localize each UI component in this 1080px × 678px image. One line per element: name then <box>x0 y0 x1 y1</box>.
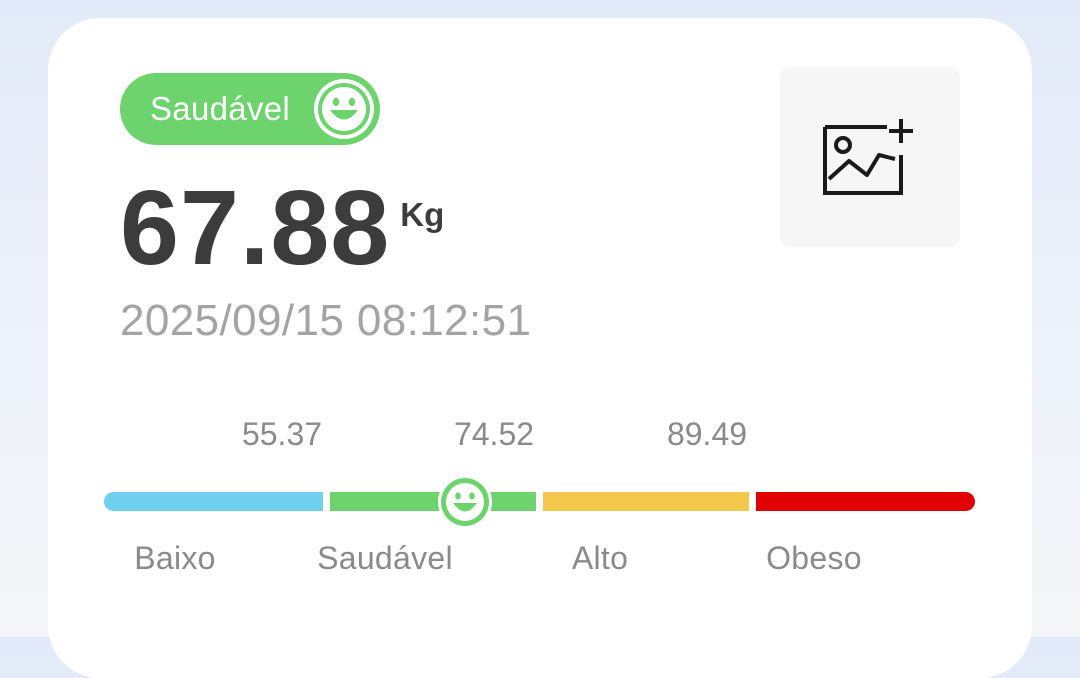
threshold-low-healthy: 55.37 <box>241 416 323 452</box>
category-label-baixo: Baixo <box>134 540 216 576</box>
threshold-healthy-high: 74.52 <box>453 416 535 452</box>
weight-card: Saudável 67.88 Kg 2025/09/15 08:12:51 55.… <box>48 18 1032 678</box>
category-label-alto: Alto <box>571 540 629 576</box>
scale-segment-baixo <box>104 492 323 511</box>
smiley-face-icon <box>314 79 374 139</box>
measurement-timestamp: 2025/09/15 08:12:51 <box>120 296 532 345</box>
add-image-icon <box>823 119 913 195</box>
status-badge: Saudável <box>120 73 380 145</box>
threshold-high-obese: 89.49 <box>666 416 748 452</box>
scale-segment-alto <box>543 492 749 511</box>
weight-value: 67.88 <box>120 169 391 287</box>
weight-reading: 67.88 Kg <box>120 168 444 288</box>
scale-marker-smiley-icon <box>438 475 492 529</box>
category-label-obeso: Obeso <box>766 540 862 576</box>
status-label: Saudável <box>150 90 291 127</box>
add-image-button[interactable] <box>780 67 960 247</box>
weight-unit: Kg <box>400 196 445 233</box>
category-label-saudavel: Saudável <box>317 540 453 576</box>
scale-segment-saudavel <box>330 492 536 511</box>
scale-segment-obeso <box>756 492 975 511</box>
